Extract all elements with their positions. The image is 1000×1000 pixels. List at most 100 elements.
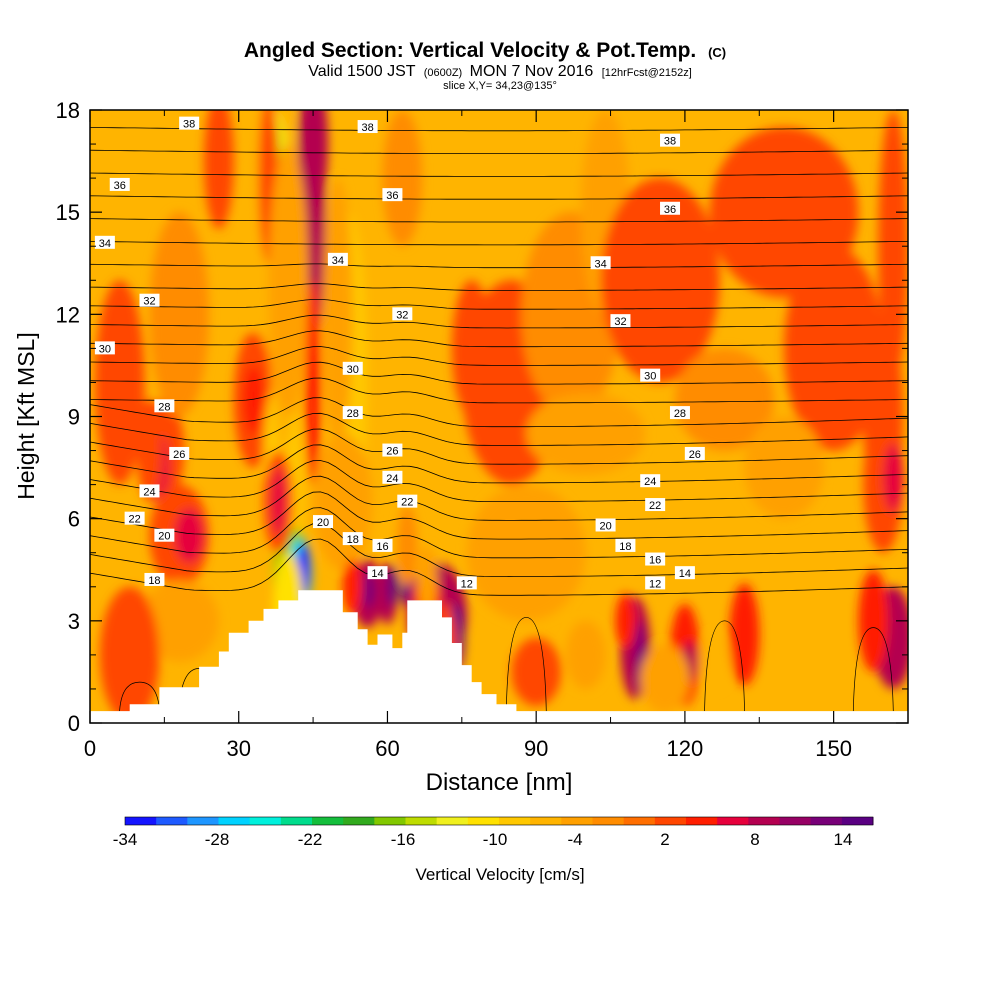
surface-contour-5 [852, 627, 894, 712]
isentrope-label-text: 14 [371, 568, 383, 580]
isentrope-label-text: 18 [148, 575, 160, 587]
colorbar-tick-label: -28 [205, 830, 230, 849]
velocity-cell-27 [137, 399, 162, 502]
isentrope-label-text: 22 [649, 500, 661, 512]
x-axis-label: Distance [nm] [426, 769, 573, 796]
isentrope-label-text: 20 [599, 520, 611, 532]
y-tick-label: 18 [56, 98, 80, 123]
chart-title-text: Angled Section: Vertical Velocity & Pot.… [244, 39, 696, 62]
isentrope-labels: 38 38 38 36 36 36 34 34 34 32 32 32 30 30 30 28 28 28 26 26… [94, 116, 705, 590]
surface-contour-3 [505, 617, 547, 712]
isentrope-label: 30 [640, 368, 661, 383]
isentrope-label: 34 [327, 252, 348, 267]
x-tick-label: 120 [667, 736, 704, 761]
isentrope-15 [90, 491, 908, 540]
isentrope-label: 32 [139, 293, 160, 308]
isentrope-27 [90, 299, 908, 310]
colorbar-swatch [249, 817, 282, 825]
x-tick-label: 90 [524, 736, 548, 761]
velocity-cell-63 [615, 593, 636, 649]
subtitle-valid: Valid 1500 JST [308, 63, 416, 80]
isentrope-label-text: 32 [396, 309, 408, 321]
isentrope-label: 12 [456, 576, 477, 590]
velocity-cell-69 [565, 620, 606, 689]
slice-label: slice X,Y= 34,23@135° [443, 80, 557, 92]
isentrope-label: 38 [357, 120, 378, 134]
isentrope-12 [90, 538, 908, 596]
colorbar-tick-label: -22 [298, 830, 323, 849]
y-tick-label: 9 [68, 405, 80, 430]
isentrope-35 [90, 127, 908, 132]
x-tick-label: 150 [815, 736, 852, 761]
colorbar-swatch [125, 817, 157, 825]
isentrope-label-text: 36 [664, 204, 676, 216]
isentrope-32 [90, 195, 908, 200]
velocity-cell-30 [139, 579, 219, 662]
subtitle-z: (0600Z) [424, 67, 463, 79]
isentrope-label: 20 [313, 515, 334, 529]
x-tick-label: 0 [84, 736, 96, 761]
isentrope-29 [90, 263, 908, 269]
isentrope-14 [90, 507, 908, 559]
colorbar-swatch [654, 817, 687, 825]
isentrope-18 [90, 444, 908, 484]
colorbar-label: Vertical Velocity [cm/s] [415, 865, 584, 884]
isentrope-28 [90, 283, 908, 291]
velocity-cell-37 [387, 566, 398, 608]
isentrope-label-text: 20 [158, 531, 170, 543]
y-tick-label: 15 [56, 200, 80, 225]
isentrope-label-text: 34 [332, 255, 344, 267]
isentrope-label: 26 [169, 446, 190, 461]
isentrope-21 [90, 397, 908, 428]
isentrope-label: 18 [144, 572, 165, 587]
isentrope-16 [90, 475, 908, 521]
isentrope-label-text: 32 [614, 316, 626, 328]
colorbar-tick-label: 14 [834, 830, 853, 849]
colorbar-swatch [810, 817, 843, 825]
isentrope-label-text: 28 [674, 408, 686, 420]
isentrope-25 [90, 330, 908, 348]
isentrope-label-text: 26 [173, 449, 185, 461]
isentrope-label: 28 [669, 406, 690, 420]
velocity-cell-24 [382, 110, 423, 247]
isentrope-label: 16 [645, 552, 666, 567]
isentrope-label: 14 [674, 566, 695, 580]
isentrope-label-text: 24 [143, 486, 155, 498]
isentrope-label-text: 26 [689, 449, 701, 461]
subtitle-date: MON 7 Nov 2016 [470, 63, 594, 80]
isentrope-label: 32 [610, 314, 631, 328]
velocity-cell-70 [640, 644, 690, 713]
velocity-cell-72 [511, 637, 561, 706]
isentrope-label-text: 18 [347, 534, 359, 546]
isentrope-label-text: 12 [649, 578, 661, 590]
isentrope-label: 24 [139, 484, 160, 498]
isentrope-label-text: 34 [595, 258, 607, 270]
surface-contour-4 [704, 620, 745, 712]
subtitle-fcst: [12hrFcst@2152z] [602, 67, 692, 79]
isentrope-label-text: 32 [143, 296, 155, 308]
chart-subtitle: Valid 1500 JST (0600Z) MON 7 Nov 2016 [1… [308, 63, 692, 80]
isentrope-label-text: 30 [347, 364, 359, 376]
isentrope-label-text: 28 [347, 408, 359, 420]
isentrope-label-text: 30 [99, 343, 111, 355]
isentrope-label-text: 12 [461, 578, 473, 590]
colorbar-tick-label: 2 [660, 830, 669, 849]
isentrope-label: 34 [590, 256, 611, 270]
isentrope-lines [90, 127, 908, 712]
colorbar-swatch [374, 817, 406, 825]
colorbar-tick-label: -10 [483, 830, 508, 849]
velocity-cell-21 [268, 144, 309, 417]
colorbar-swatch [343, 817, 375, 825]
isentrope-label-text: 24 [644, 476, 656, 488]
isentrope-label-text: 38 [361, 122, 373, 134]
colorbar-swatch [280, 817, 313, 825]
velocity-cell-53 [784, 246, 884, 451]
velocity-cell-56 [674, 348, 775, 451]
isentrope-23 [90, 361, 908, 385]
y-tick-label: 0 [68, 711, 80, 736]
velocity-cell-66 [729, 583, 760, 686]
colorbar-swatch [405, 817, 438, 825]
velocity-cell-11 [305, 280, 321, 485]
velocity-cell-58 [744, 416, 824, 519]
